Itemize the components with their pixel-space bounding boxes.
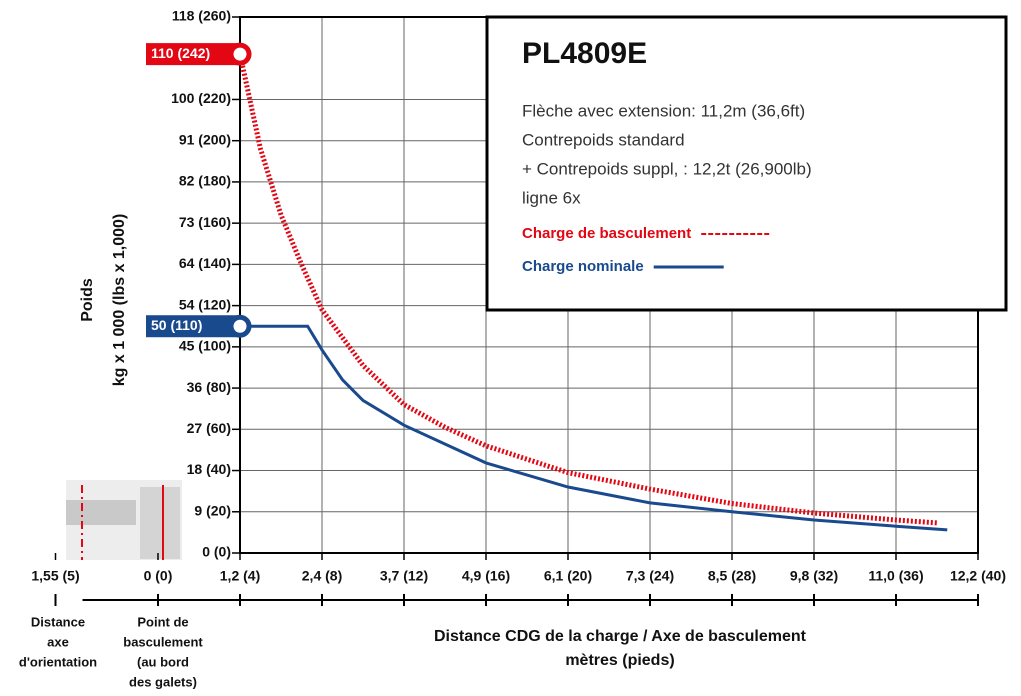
y-tick-label: 54 (120) — [179, 296, 231, 312]
x-tick-label: 8,5 (28) — [708, 568, 756, 584]
annotation: des galets) — [129, 674, 197, 689]
x-tick-label: 2,4 (8) — [302, 568, 342, 584]
marker-label: 50 (110) — [151, 317, 202, 333]
y-tick-label: 91 (200) — [179, 131, 231, 147]
x-tick-label: 12,2 (40) — [950, 568, 1006, 584]
photo — [140, 487, 180, 559]
y-tick-label: 27 (60) — [187, 420, 231, 436]
y-tick-label: 100 (220) — [171, 90, 231, 106]
x-tick-label: 9,8 (32) — [790, 568, 838, 584]
x-tick-label: 11,0 (36) — [868, 568, 923, 584]
annotation: Distance — [31, 614, 85, 629]
legend-label: Charge nominale — [522, 258, 644, 275]
x-axis-title: mètres (pieds) — [565, 652, 674, 669]
marker-dot — [231, 45, 249, 63]
x-tick-label: 0 (0) — [144, 568, 173, 584]
marker-label: 110 (242) — [151, 45, 210, 61]
x-tick-label: 6,1 (20) — [544, 568, 592, 584]
x-tick-label: 4,9 (16) — [462, 568, 510, 584]
y-tick-label: 36 (80) — [187, 379, 231, 395]
annotation: (au bord — [137, 654, 189, 669]
y-tick-label: 18 (40) — [187, 461, 231, 477]
x-tick-label: 7,3 (24) — [626, 568, 674, 584]
chart: 0 (0) 9 (20) 18 (40) 27 (60) 36 (80) 45 (100)… — [0, 0, 1021, 696]
y-tick-label: 64 (140) — [179, 255, 231, 271]
photo — [66, 500, 136, 525]
info-note: Flèche avec extension: 11,2m (36,6ft) — [522, 101, 805, 120]
legend-label: Charge de basculement — [522, 225, 691, 242]
x-tick-label: 3,7 (12) — [380, 568, 428, 584]
info-note: + Contrepoids suppl, : 12,2t (26,900lb) — [522, 159, 812, 178]
y-tick-label: 118 (260) — [172, 8, 231, 24]
info-title: PL4809E — [522, 37, 647, 70]
x-axis-title: Distance CDG de la charge / Axe de bascu… — [434, 628, 807, 645]
x-tick-label: 1,55 (5) — [31, 568, 79, 584]
y-axis-title: Poids — [79, 278, 96, 322]
y-tick-label: 45 (100) — [179, 338, 231, 354]
y-tick-label: 82 (180) — [179, 173, 231, 189]
y-tick-label: 73 (160) — [179, 214, 231, 230]
annotation: Point de — [137, 614, 188, 629]
marker-dot — [231, 317, 249, 335]
y-axis-title: kg x 1 000 (lbs x 1,000) — [111, 214, 128, 387]
y-tick-label: 0 (0) — [202, 544, 231, 560]
series-line — [240, 326, 947, 530]
x-tick-label: 1,2 (4) — [220, 568, 260, 584]
info-note: Contrepoids standard — [522, 130, 685, 149]
annotation: basculement — [123, 634, 203, 649]
annotation: axe — [47, 634, 69, 649]
y-tick-label: 9 (20) — [194, 502, 231, 518]
annotation: d'orientation — [19, 654, 97, 669]
info-note: ligne 6x — [522, 188, 581, 207]
